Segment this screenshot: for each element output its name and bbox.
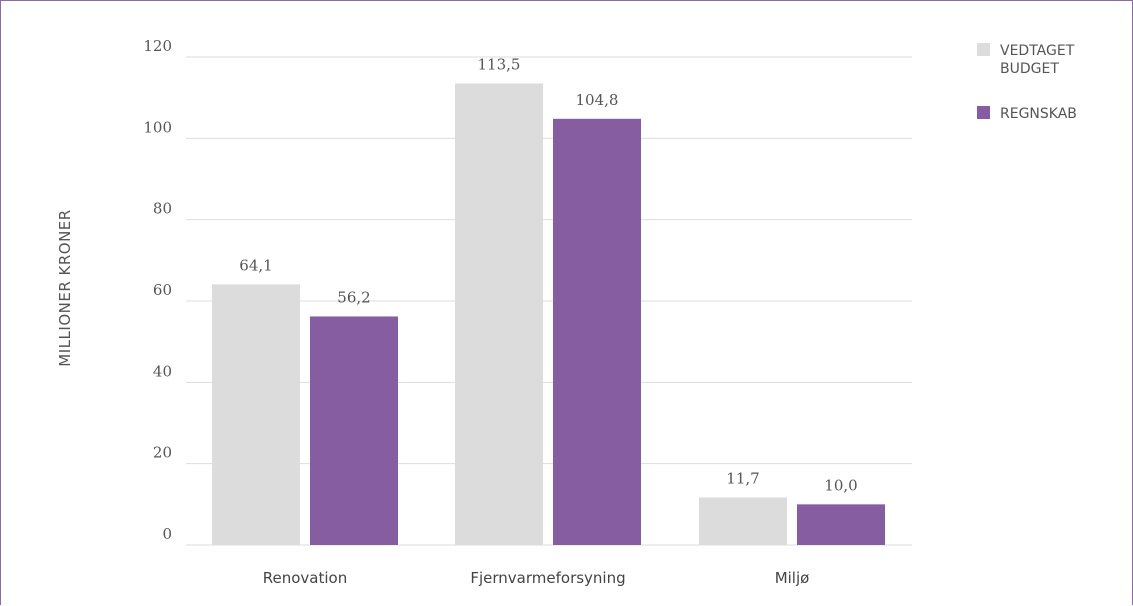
y-tick-label-120: 120 — [143, 37, 172, 55]
data-label-miljø-budget: 11,7 — [726, 469, 759, 487]
bar-miljø-budget — [699, 497, 787, 545]
legend-swatch-budget — [977, 43, 990, 56]
bar-fjernvarmeforsyning-regnskab — [553, 118, 641, 546]
x-axis-categories: Renovation Fjernvarmeforsyning Miljø — [263, 569, 810, 587]
data-label-renovation-regnskab: 56,2 — [337, 288, 370, 306]
y-axis-label: MILLIONER KRONER — [56, 209, 74, 366]
legend: VEDTAGET BUDGET REGNSKAB — [977, 43, 1077, 122]
bars — [212, 83, 885, 546]
bar-fjernvarmeforsyning-budget — [455, 83, 543, 545]
legend-label-regnskab-0: REGNSKAB — [1000, 106, 1077, 122]
bar-renovation-budget — [212, 284, 300, 545]
y-tick-label-100: 100 — [143, 118, 172, 136]
bar-miljø-regnskab — [797, 504, 885, 545]
data-label-fjernvarmeforsyning-budget: 113,5 — [478, 55, 521, 73]
legend-swatch-regnskab — [977, 106, 990, 119]
data-label-fjernvarmeforsyning-regnskab: 104,8 — [576, 91, 619, 109]
legend-label-budget-0: VEDTAGET — [1000, 43, 1075, 59]
y-axis-ticks: 0 20 40 60 80 100 120 — [143, 37, 172, 543]
gridlines — [186, 56, 912, 546]
legend-label-budget-1: BUDGET — [1000, 61, 1059, 77]
y-tick-label-40: 40 — [153, 362, 172, 380]
y-tick-label-60: 60 — [153, 281, 172, 299]
y-tick-label-20: 20 — [153, 444, 172, 462]
category-label-renovation: Renovation — [263, 569, 347, 587]
data-label-renovation-budget: 64,1 — [239, 256, 272, 274]
data-label-miljø-regnskab: 10,0 — [824, 476, 857, 494]
bar-renovation-regnskab — [310, 316, 398, 545]
data-labels: 64,1 56,2 113,5 104,8 11,7 10,0 — [239, 55, 857, 494]
category-label-fjernvarmeforsyning: Fjernvarmeforsyning — [470, 569, 625, 587]
category-label-miljø: Miljø — [775, 569, 810, 587]
y-tick-label-80: 80 — [153, 200, 172, 218]
y-tick-label-0: 0 — [162, 525, 172, 543]
